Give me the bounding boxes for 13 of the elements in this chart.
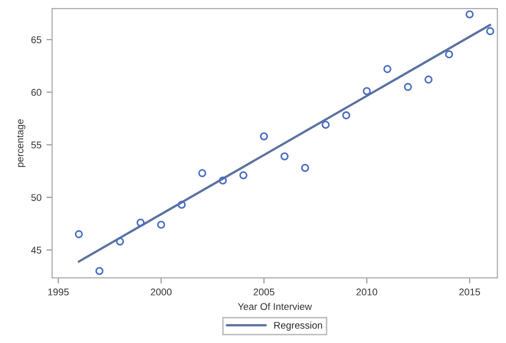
y-tick-label: 60	[31, 88, 42, 96]
x-axis-title: Year Of Interview	[238, 302, 312, 310]
x-tick-label: 2010	[356, 288, 378, 296]
y-axis-title: percentage	[17, 119, 26, 167]
x-tick-label: 1995	[48, 288, 69, 296]
y-tick-label: 55	[31, 142, 42, 148]
x-tick-label: 2000	[150, 288, 172, 296]
y-tick-label: 45	[31, 246, 42, 254]
y-tick-label: 65	[31, 36, 42, 44]
y-tick-label: 50	[31, 194, 42, 201]
x-tick-label: 2005	[254, 288, 274, 296]
x-tick-label: 2015	[459, 288, 480, 296]
legend-label: Regression	[274, 322, 322, 331]
